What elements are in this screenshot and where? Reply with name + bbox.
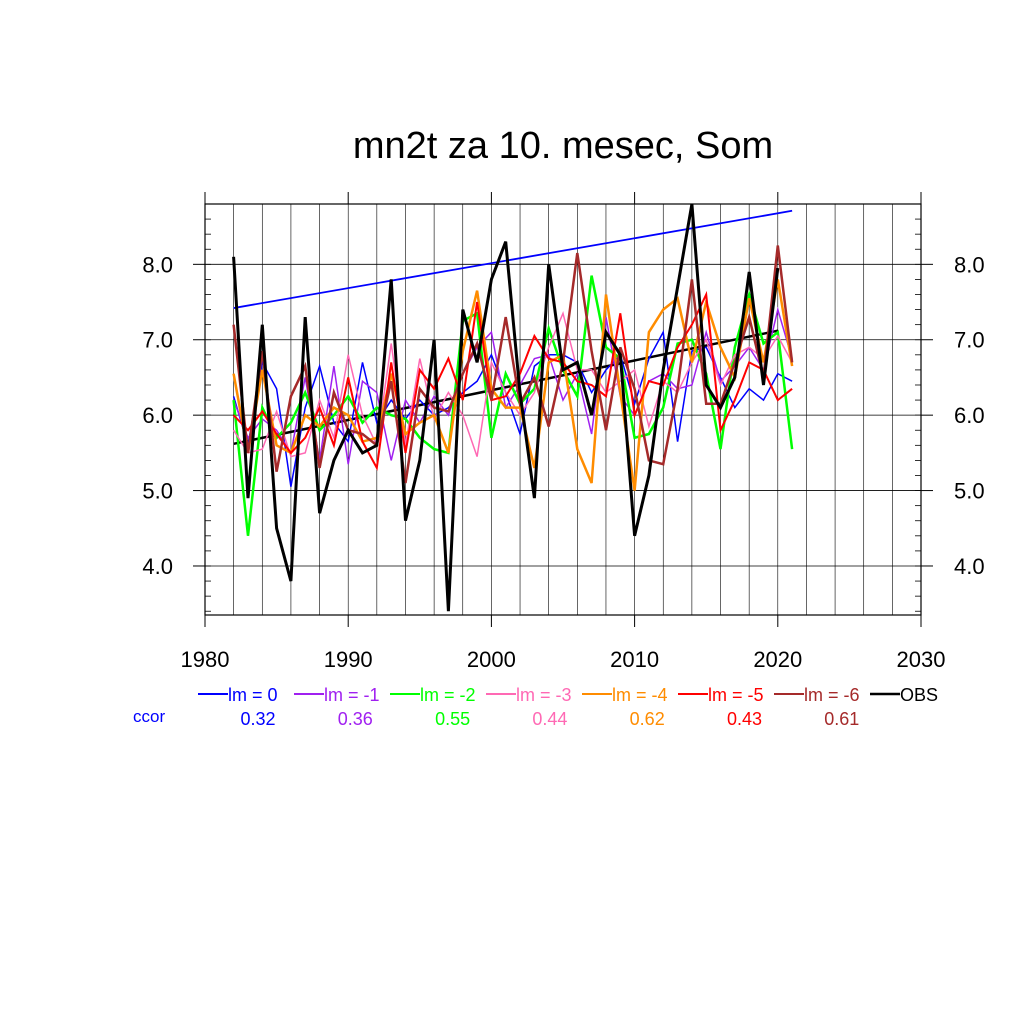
legend-label: lm = 0 xyxy=(228,685,278,705)
plot-frame xyxy=(204,203,922,616)
x-axis-ticks: 1980 1990 2000 2010 2020 2030 xyxy=(181,192,946,672)
y-tick-label-right: 4.0 xyxy=(954,554,985,579)
legend-item: lm = -5 xyxy=(678,685,764,705)
x-tick-label: 2010 xyxy=(610,647,659,672)
legend-label: lm = -6 xyxy=(804,685,860,705)
series-line xyxy=(232,203,780,612)
y-tick-label-left: 6.0 xyxy=(142,403,173,428)
x-tick-label: 1990 xyxy=(324,647,373,672)
y-tick-label-left: 8.0 xyxy=(142,252,173,277)
legend-label: OBS xyxy=(900,685,938,705)
ccor-value: 0.62 xyxy=(630,709,665,729)
y-tick-label-right: 8.0 xyxy=(954,252,985,277)
legend: lm = 0 lm = -1 lm = -2 lm = -3 lm = -4 lm = -… xyxy=(198,685,938,705)
correlation-row: ccor 0.32 0.36 0.55 0.44 0.62 0.43 0.61 xyxy=(133,707,859,729)
ccor-label: ccor xyxy=(133,707,165,726)
legend-item: OBS xyxy=(870,685,938,705)
legend-label: lm = -5 xyxy=(708,685,764,705)
x-tick-label: 1980 xyxy=(181,647,230,672)
chart-title: mn2t za 10. mesec, Som xyxy=(353,125,773,167)
ccor-value: 0.43 xyxy=(727,709,762,729)
legend-label: lm = -4 xyxy=(612,685,668,705)
legend-label: lm = -1 xyxy=(324,685,380,705)
legend-item: lm = -4 xyxy=(582,685,668,705)
x-tick-label: 2000 xyxy=(467,647,516,672)
legend-label: lm = -3 xyxy=(516,685,572,705)
series-line xyxy=(232,275,794,536)
ccor-value: 0.44 xyxy=(532,709,567,729)
y-tick-label-right: 7.0 xyxy=(954,328,985,353)
y-tick-label-left: 5.0 xyxy=(142,479,173,504)
series-line xyxy=(232,245,794,484)
y-axis-right-ticks: 4.0 5.0 6.0 7.0 8.0 xyxy=(921,252,985,579)
legend-item: lm = -1 xyxy=(294,685,380,705)
legend-item: lm = 0 xyxy=(198,685,278,705)
y-tick-label-left: 7.0 xyxy=(142,328,173,353)
ccor-value: 0.32 xyxy=(240,709,275,729)
legend-label: lm = -2 xyxy=(420,685,476,705)
y-tick-label-left: 4.0 xyxy=(142,554,173,579)
ccor-value: 0.36 xyxy=(338,709,373,729)
ccor-value: 0.61 xyxy=(824,709,859,729)
legend-item: lm = -6 xyxy=(774,685,860,705)
trend-line xyxy=(233,209,793,309)
legend-item: lm = -3 xyxy=(486,685,572,705)
x-tick-label: 2030 xyxy=(897,647,946,672)
x-tick-label: 2020 xyxy=(753,647,802,672)
legend-item: lm = -2 xyxy=(390,685,476,705)
y-axis-left-ticks: 4.0 5.0 6.0 7.0 8.0 xyxy=(142,252,205,579)
series-lines xyxy=(232,203,794,612)
y-tick-label-right: 5.0 xyxy=(954,479,985,504)
ccor-value: 0.55 xyxy=(435,709,470,729)
y-tick-label-right: 6.0 xyxy=(954,403,985,428)
